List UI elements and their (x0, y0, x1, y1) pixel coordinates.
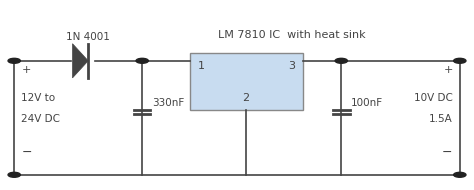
Text: 1N 4001: 1N 4001 (66, 32, 109, 42)
Circle shape (335, 58, 347, 63)
Text: −: − (21, 146, 32, 158)
Circle shape (8, 58, 20, 63)
Text: 330nF: 330nF (152, 98, 184, 108)
Text: 10V DC: 10V DC (414, 93, 453, 103)
Circle shape (8, 172, 20, 177)
Text: 100nF: 100nF (351, 98, 383, 108)
Circle shape (454, 58, 466, 63)
Circle shape (136, 58, 148, 63)
Text: 24V DC: 24V DC (21, 114, 60, 124)
Circle shape (454, 172, 466, 177)
Text: 1: 1 (198, 61, 205, 71)
Text: +: + (21, 65, 31, 75)
Text: −: − (442, 146, 453, 158)
Text: 12V to: 12V to (21, 93, 55, 103)
Text: LM 7810 IC  with heat sink: LM 7810 IC with heat sink (218, 30, 365, 40)
Text: 3: 3 (288, 61, 295, 71)
Polygon shape (73, 44, 88, 78)
Text: 2: 2 (242, 93, 249, 103)
Bar (190, 53, 303, 110)
Text: 1.5A: 1.5A (429, 114, 453, 124)
Text: +: + (443, 65, 453, 75)
